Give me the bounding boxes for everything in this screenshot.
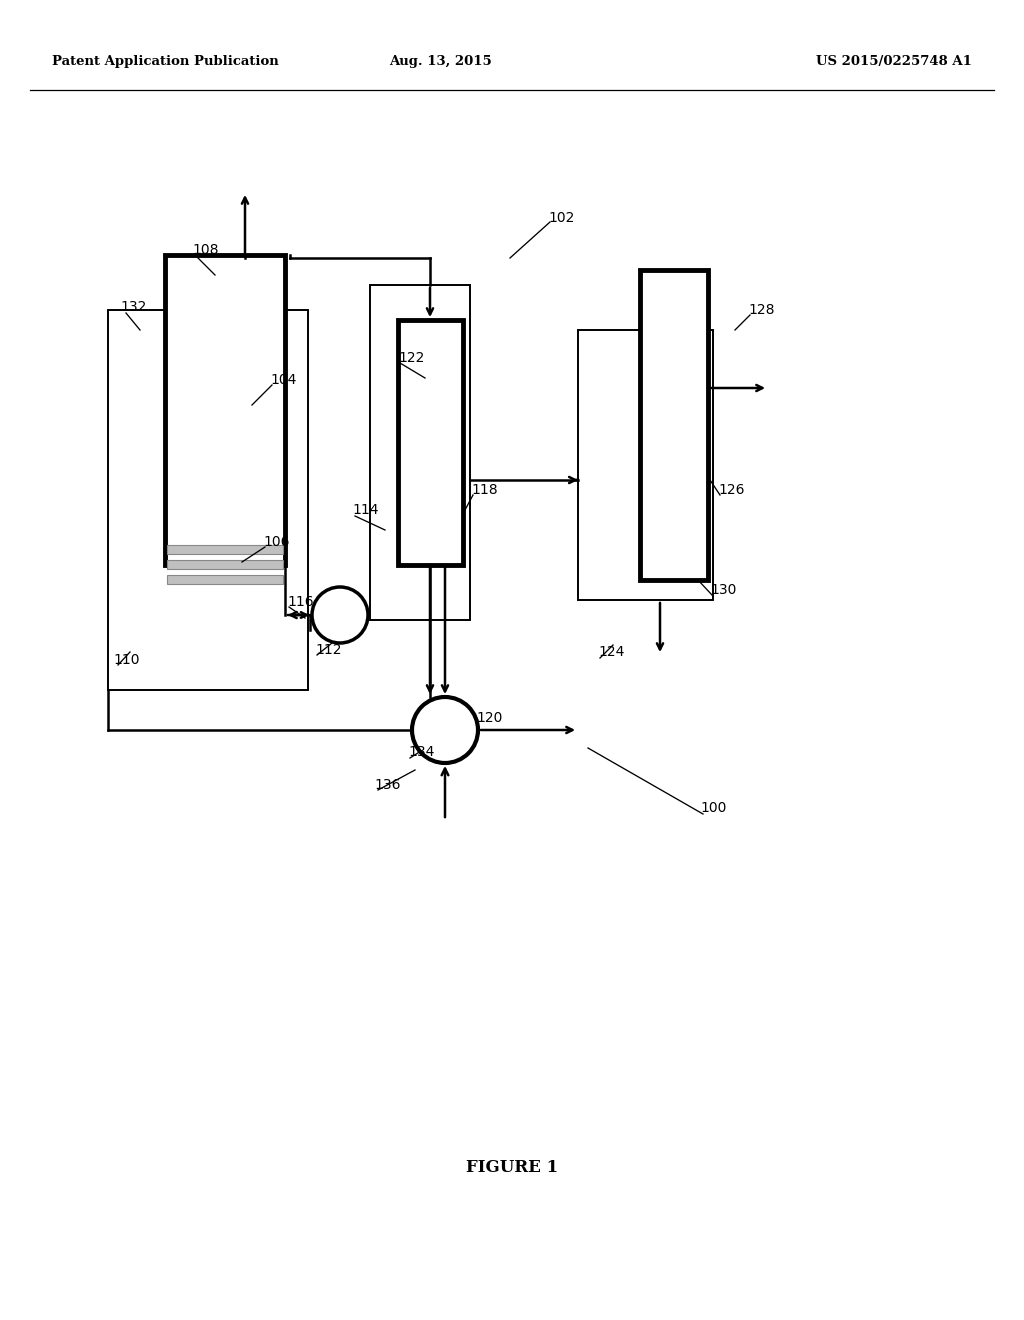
Text: Aug. 13, 2015: Aug. 13, 2015 <box>389 55 492 69</box>
Text: 118: 118 <box>471 483 498 498</box>
Text: FIGURE 1: FIGURE 1 <box>466 1159 558 1176</box>
Text: 136: 136 <box>374 777 400 792</box>
Bar <box>165 255 285 565</box>
Bar <box>108 310 308 690</box>
Circle shape <box>312 587 368 643</box>
Text: 104: 104 <box>270 374 296 387</box>
Text: 110: 110 <box>113 653 139 667</box>
Text: 134: 134 <box>408 744 434 759</box>
Bar <box>398 319 463 565</box>
Text: US 2015/0225748 A1: US 2015/0225748 A1 <box>816 55 972 69</box>
Text: Patent Application Publication: Patent Application Publication <box>52 55 279 69</box>
Text: 116: 116 <box>287 595 313 609</box>
Text: 100: 100 <box>700 801 726 814</box>
Text: 114: 114 <box>352 503 379 517</box>
Text: 102: 102 <box>548 211 574 224</box>
Bar <box>167 576 283 583</box>
Bar <box>167 560 283 569</box>
Text: 132: 132 <box>120 300 146 314</box>
Bar <box>640 271 708 579</box>
Text: 130: 130 <box>710 583 736 597</box>
Circle shape <box>412 697 478 763</box>
Text: 120: 120 <box>476 711 503 725</box>
Text: 106: 106 <box>263 535 290 549</box>
Text: 112: 112 <box>315 643 341 657</box>
Bar <box>578 330 713 601</box>
Text: 122: 122 <box>398 351 424 366</box>
Text: 108: 108 <box>193 243 218 257</box>
Bar <box>167 545 283 554</box>
Bar <box>370 285 470 620</box>
Text: 128: 128 <box>748 304 774 317</box>
Text: 126: 126 <box>718 483 744 498</box>
Text: 124: 124 <box>598 645 625 659</box>
